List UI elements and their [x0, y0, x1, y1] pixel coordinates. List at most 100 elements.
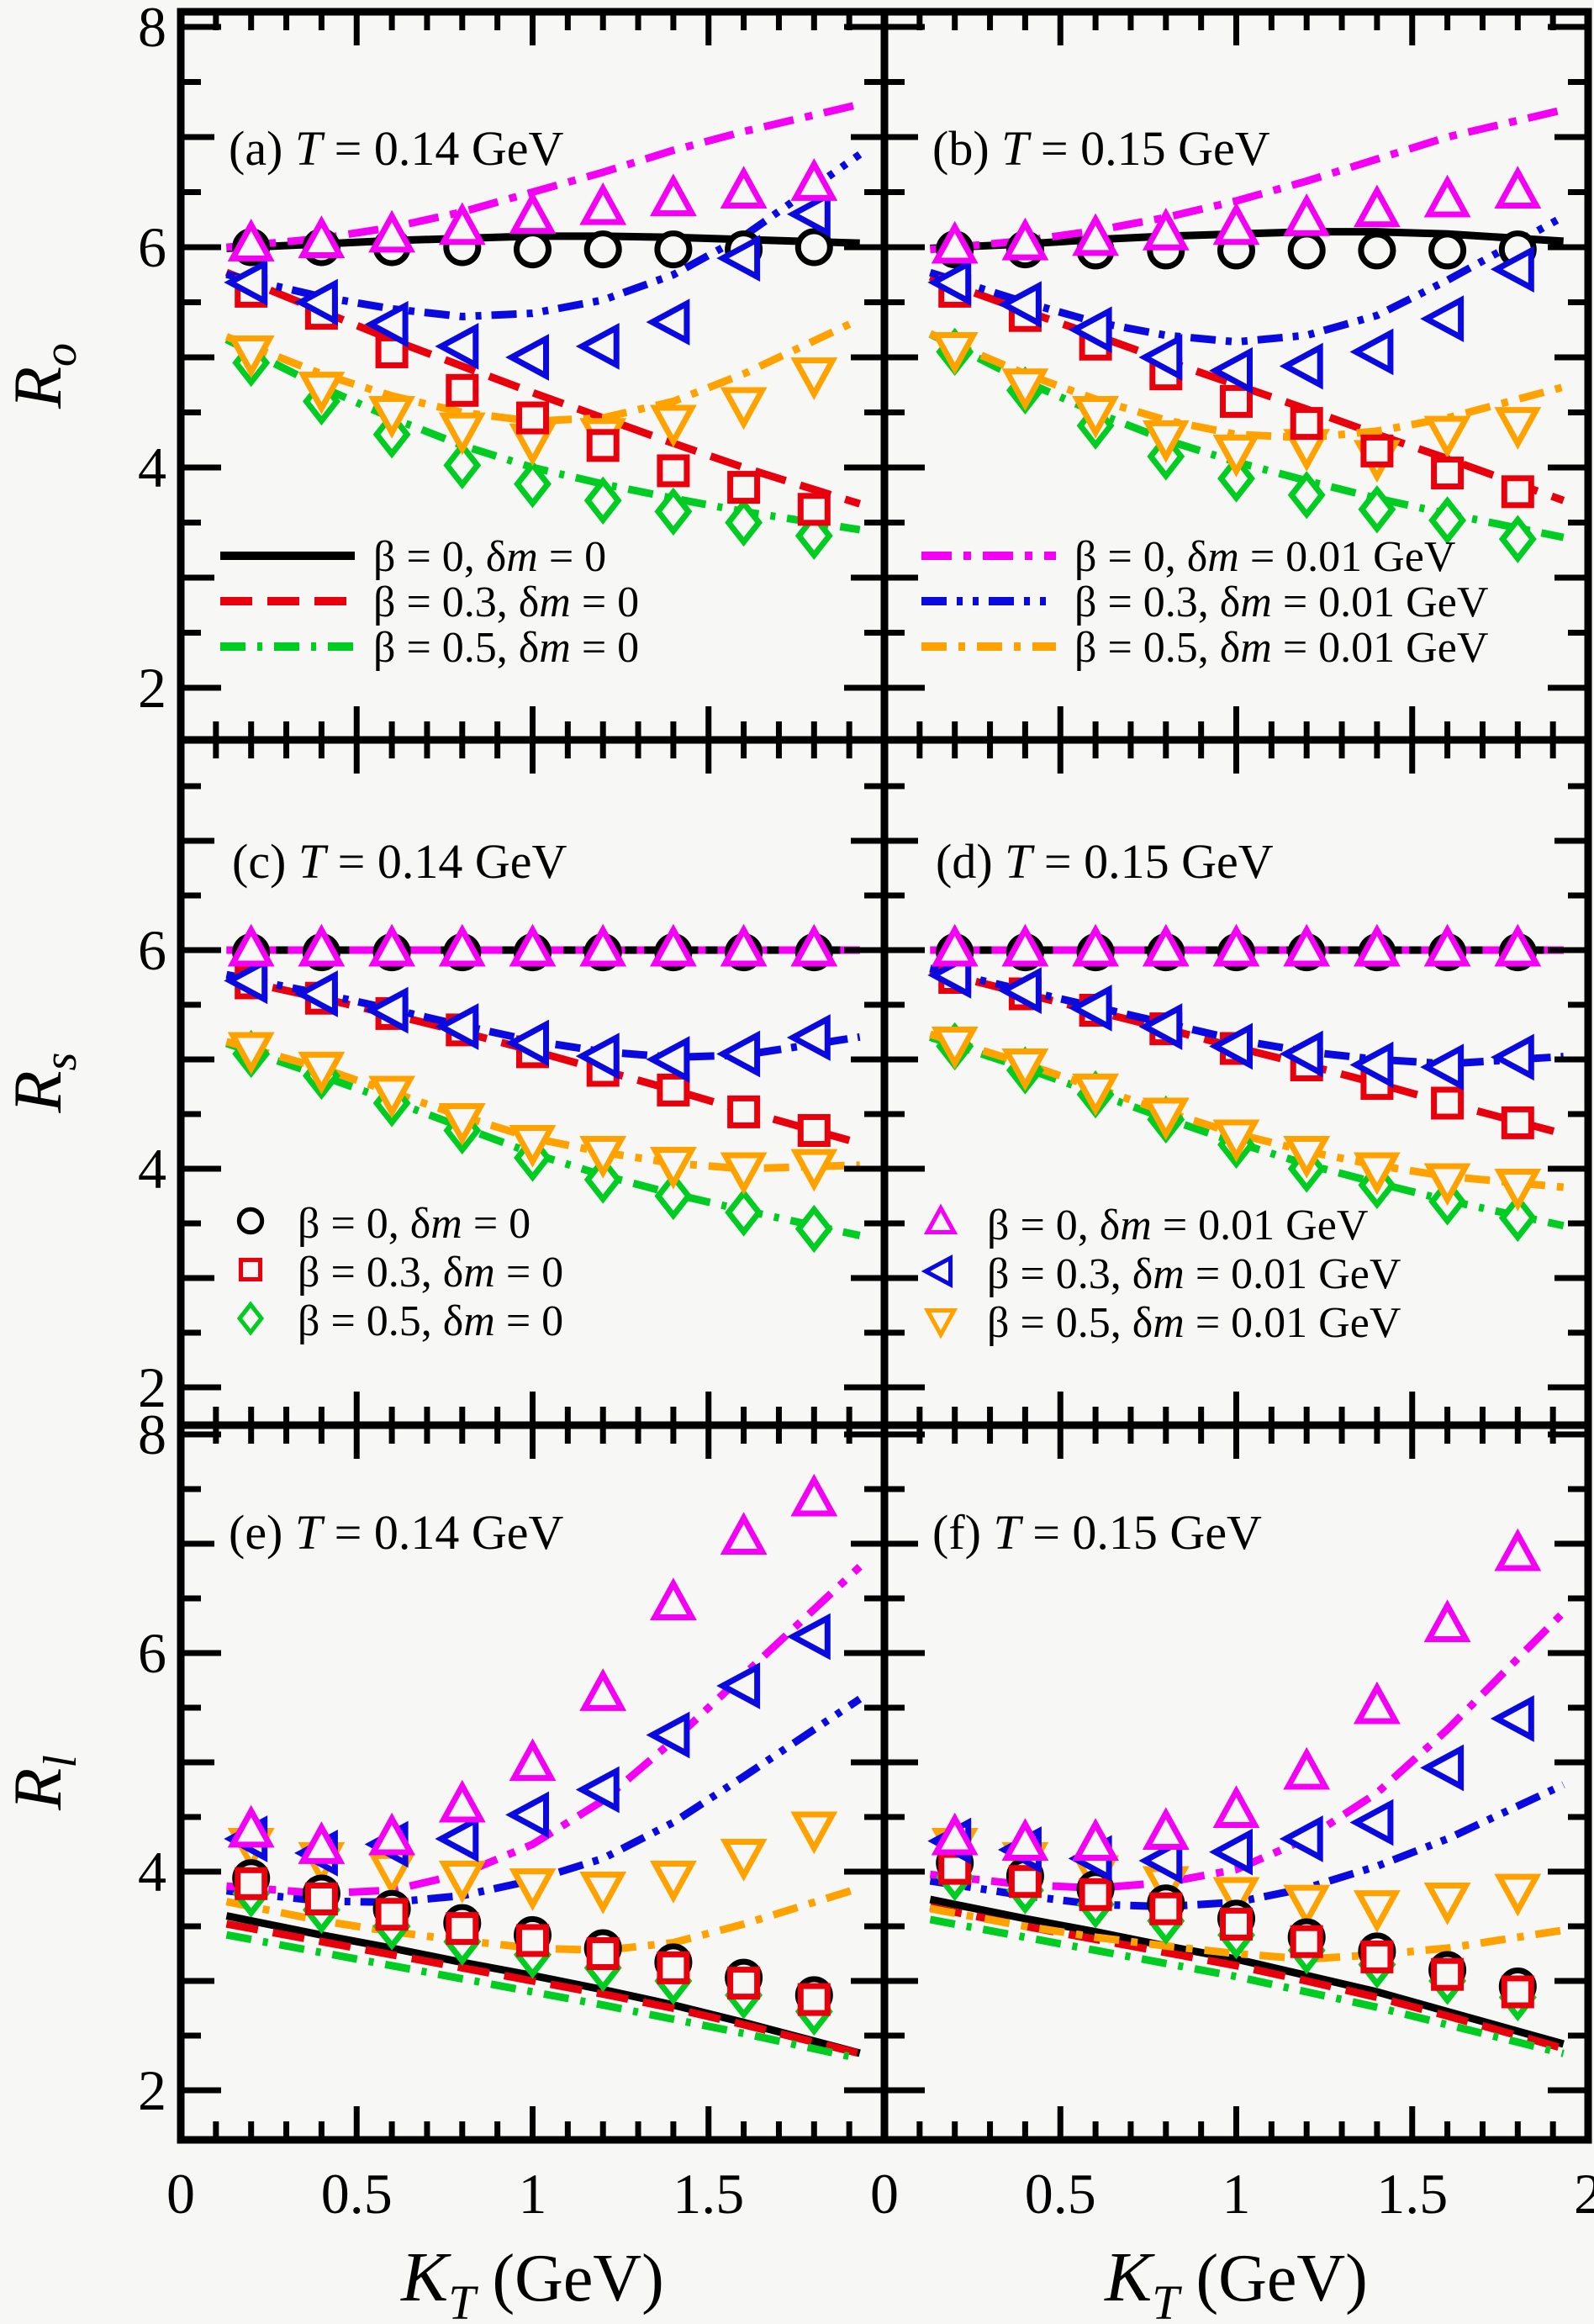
triangle-left-marker	[1349, 328, 1394, 376]
triangle-down-marker	[1494, 1873, 1542, 1917]
triangle-left-marker	[364, 300, 409, 348]
panel-c-markers-b5m1	[227, 1032, 838, 1196]
triangle-up-marker	[438, 923, 486, 967]
panel-a-markers-b5m1	[227, 335, 838, 467]
triangle-down-marker	[438, 412, 486, 456]
legend-marker-sample-b5m1	[923, 1307, 958, 1339]
panel-c-markers-b0m1	[227, 923, 838, 967]
triangle-down-marker	[720, 387, 768, 430]
triangle-left-marker	[1209, 346, 1253, 394]
x-tick-label: 2	[1574, 2162, 1594, 2226]
triangle-left-marker	[786, 1014, 831, 1061]
square-marker	[516, 1924, 549, 1957]
square-marker	[1501, 1975, 1534, 2009]
diamond-marker	[1358, 485, 1396, 534]
triangle-left-marker	[224, 957, 268, 1005]
panel-a-plot-area	[224, 100, 863, 560]
panel-a-line-b3m1	[225, 151, 863, 321]
triangle-left-marker	[646, 1036, 690, 1083]
triangle-down-marker	[1494, 407, 1542, 450]
triangle-down-marker	[1353, 1152, 1401, 1196]
panel-a-title: (a) T = 0.14 GeV	[229, 121, 563, 176]
triangle-left-marker	[1068, 985, 1112, 1032]
panel-c-title: (c) T = 0.14 GeV	[232, 834, 567, 889]
triangle-left-marker	[997, 281, 1042, 328]
triangle-left-marker	[1279, 1815, 1323, 1862]
y-tick-label: 2	[138, 2058, 166, 2122]
triangle-up-marker	[931, 220, 979, 264]
square-marker	[516, 401, 549, 435]
square-marker	[446, 373, 479, 407]
x-tick-label: 1.5	[673, 2162, 744, 2226]
triangle-down-marker	[1494, 1169, 1542, 1212]
panel-a-markers-b3m1	[224, 190, 831, 381]
y-axis-title: Ro	[0, 343, 87, 409]
legend-label: β = 0.5, δm = 0.01 GeV	[987, 1299, 1401, 1347]
panel-e-plot-area	[224, 1473, 863, 2063]
square-marker	[1501, 475, 1534, 509]
panel-d-plot-area	[927, 923, 1565, 1243]
triangle-left-marker	[1420, 295, 1465, 343]
panel-b-markers-b0m1	[931, 166, 1542, 264]
triangle-up-marker	[1353, 923, 1401, 967]
y-tick-label: 4	[138, 1137, 166, 1201]
legend-marker-sample-b0m1	[923, 1203, 958, 1235]
triangle-left-marker	[575, 1033, 620, 1080]
panel-b-line-b5m1	[928, 330, 1565, 442]
square-marker	[657, 1073, 690, 1107]
triangle-up-marker	[1423, 1599, 1471, 1642]
triangle-up-marker	[1423, 174, 1471, 218]
y-tick-label: 4	[138, 436, 166, 499]
triangle-down-marker	[1283, 1884, 1331, 1928]
x-tick-label: 1	[1222, 2162, 1251, 2226]
circle-marker	[654, 230, 693, 269]
triangle-left-marker	[1490, 246, 1534, 293]
triangle-left-marker	[575, 1766, 620, 1814]
triangle-left-marker	[646, 298, 690, 346]
triangle-left-marker	[716, 1662, 761, 1709]
diamond-marker	[654, 487, 693, 536]
y-tick-label: 6	[138, 918, 166, 982]
panel-b-line-b3m1	[929, 213, 1565, 346]
triangle-up-marker	[1283, 193, 1331, 236]
diamond-marker	[654, 1171, 693, 1221]
square-marker	[727, 1095, 761, 1128]
square-marker	[1220, 1907, 1253, 1941]
triangle-down-marker	[579, 1872, 627, 1915]
legend-label: β = 0.5, δm = 0	[298, 1297, 563, 1345]
triangle-down-marker	[1072, 1073, 1120, 1117]
legend-label: β = 0.3, δm = 0	[373, 578, 639, 626]
y-tick-label: 6	[138, 1621, 166, 1685]
square-marker	[657, 454, 690, 488]
triangle-left-marker	[997, 967, 1042, 1014]
x-tick-label: 1.5	[1376, 2162, 1448, 2226]
diamond-marker	[794, 1204, 833, 1254]
triangle-left-marker	[716, 1030, 761, 1078]
diamond-marker	[725, 498, 763, 547]
triangle-down-marker	[1212, 1119, 1260, 1163]
x-tick-label: 0	[166, 2162, 195, 2226]
triangle-up-marker	[509, 191, 557, 235]
square-marker	[586, 429, 620, 462]
triangle-left-marker	[1420, 1744, 1465, 1792]
triangle-up-marker	[1283, 1746, 1331, 1790]
square-marker	[1149, 1892, 1183, 1925]
triangle-down-marker	[1423, 1163, 1471, 1207]
triangle-up-marker	[1142, 208, 1190, 251]
triangle-down-marker	[579, 1136, 627, 1179]
triangle-left-marker	[786, 1613, 831, 1661]
x-tick-label: 0.5	[321, 2162, 393, 2226]
legend-label: β = 0, δm = 0	[373, 533, 606, 581]
triangle-down-marker	[1142, 420, 1190, 463]
triangle-up-marker	[931, 923, 979, 967]
square-marker	[1008, 1865, 1042, 1899]
triangle-left-marker	[293, 970, 338, 1017]
panel-e-line-b3m0	[225, 1920, 861, 2057]
panel-e: (e) T = 0.14 GeV	[177, 1421, 889, 2144]
triangle-left-marker	[1279, 1030, 1323, 1078]
triangle-left-marker	[1138, 334, 1183, 381]
panel-f-markers-b3m0	[938, 1851, 1534, 2009]
y-tick-label: 2	[138, 656, 166, 720]
